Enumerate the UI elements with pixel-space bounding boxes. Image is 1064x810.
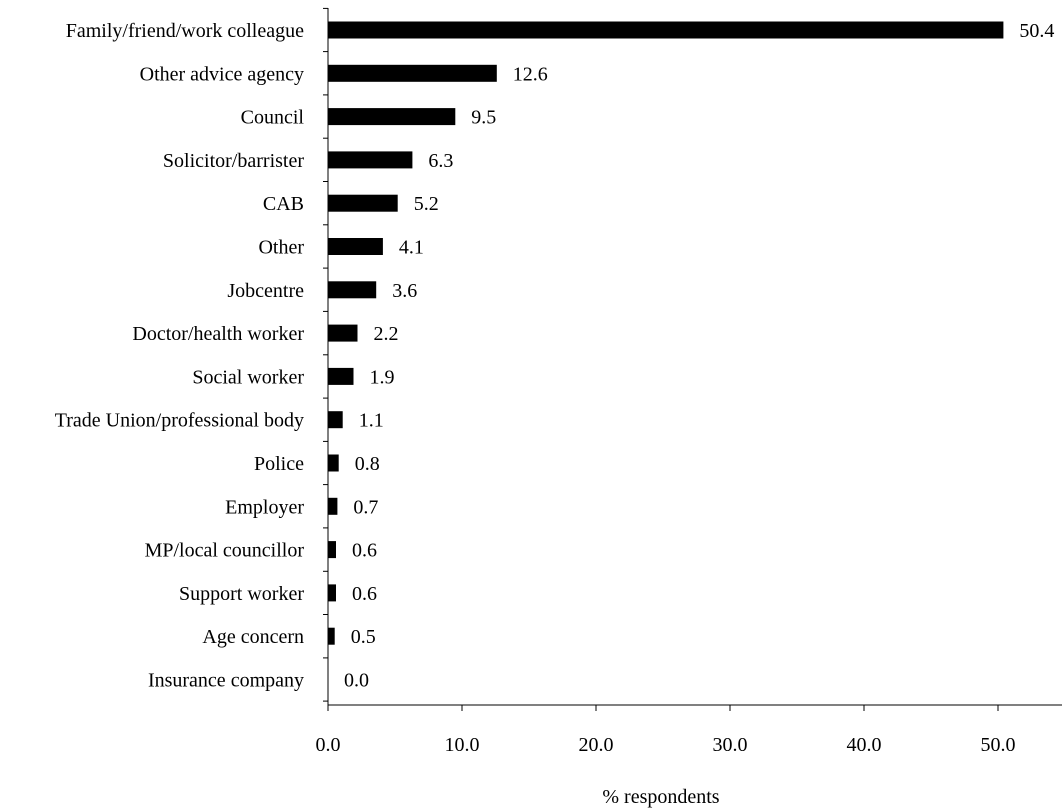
category-label-council: Council (241, 107, 305, 129)
x-axis-title: % respondents (602, 786, 719, 808)
value-label-trade-union-professional-body: 1.1 (359, 410, 384, 432)
category-label-social-worker: Social worker (192, 366, 304, 388)
x-tick-label: 10.0 (445, 734, 480, 756)
value-label-social-worker: 1.9 (370, 366, 395, 388)
value-label-police: 0.8 (355, 453, 380, 475)
category-label-employer: Employer (225, 496, 304, 518)
category-label-other-advice-agency: Other advice agency (140, 63, 304, 85)
value-label-family-friend-work-colleague: 50.4 (1019, 20, 1054, 42)
x-tick-label: 0.0 (316, 734, 341, 756)
category-label-insurance-company: Insurance company (148, 670, 304, 692)
value-label-cab: 5.2 (414, 193, 439, 215)
category-label-jobcentre: Jobcentre (227, 280, 304, 302)
bar-jobcentre (328, 281, 377, 299)
bar-other (328, 238, 383, 255)
bar-age-concern (328, 627, 335, 645)
value-label-mp-local-councillor: 0.6 (352, 540, 377, 562)
value-label-support-worker: 0.6 (352, 583, 377, 605)
category-label-age-concern: Age concern (202, 626, 304, 648)
bars-layer (328, 21, 1004, 645)
bar-cab (328, 194, 398, 212)
category-label-mp-local-councillor: MP/local councillor (145, 540, 305, 562)
category-label-support-worker: Support worker (179, 583, 304, 605)
value-label-council: 9.5 (471, 107, 496, 129)
category-label-trade-union-professional-body: Trade Union/professional body (55, 410, 304, 432)
value-label-other: 4.1 (399, 237, 424, 259)
x-tick-label: 20.0 (579, 734, 614, 756)
axes-layer (323, 7, 1062, 711)
category-label-cab: CAB (263, 193, 304, 215)
value-label-solicitor-barrister: 6.3 (428, 150, 453, 172)
bar-police (328, 454, 339, 472)
bar-solicitor-barrister (328, 151, 413, 169)
bar-social-worker (328, 367, 354, 385)
category-label-police: Police (254, 453, 304, 475)
x-tick-label: 30.0 (713, 734, 748, 756)
bar-doctor-health-worker (328, 324, 358, 342)
bar-trade-union-professional-body (328, 411, 343, 429)
category-label-solicitor-barrister: Solicitor/barrister (163, 150, 304, 172)
category-label-other: Other (258, 237, 304, 259)
bar-support-worker (328, 584, 336, 602)
value-label-insurance-company: 0.0 (344, 670, 369, 692)
value-label-age-concern: 0.5 (351, 626, 376, 648)
category-label-doctor-health-worker: Doctor/health worker (132, 323, 304, 345)
bar-family-friend-work-colleague (328, 21, 1004, 39)
x-tick-label: 40.0 (847, 734, 882, 756)
category-label-family-friend-work-colleague: Family/friend/work colleague (66, 20, 304, 42)
value-label-other-advice-agency: 12.6 (513, 63, 548, 85)
bar-other-advice-agency (328, 64, 497, 82)
labels-layer: Family/friend/work colleague 50.4 Other ad… (55, 20, 1055, 756)
x-tick-label: 50.0 (981, 734, 1016, 756)
bar-employer (328, 497, 338, 515)
value-label-doctor-health-worker: 2.2 (374, 323, 399, 345)
value-label-jobcentre: 3.6 (392, 280, 417, 302)
bar-mp-local-councillor (328, 541, 336, 559)
value-label-employer: 0.7 (353, 496, 378, 518)
bar-council (328, 108, 456, 126)
